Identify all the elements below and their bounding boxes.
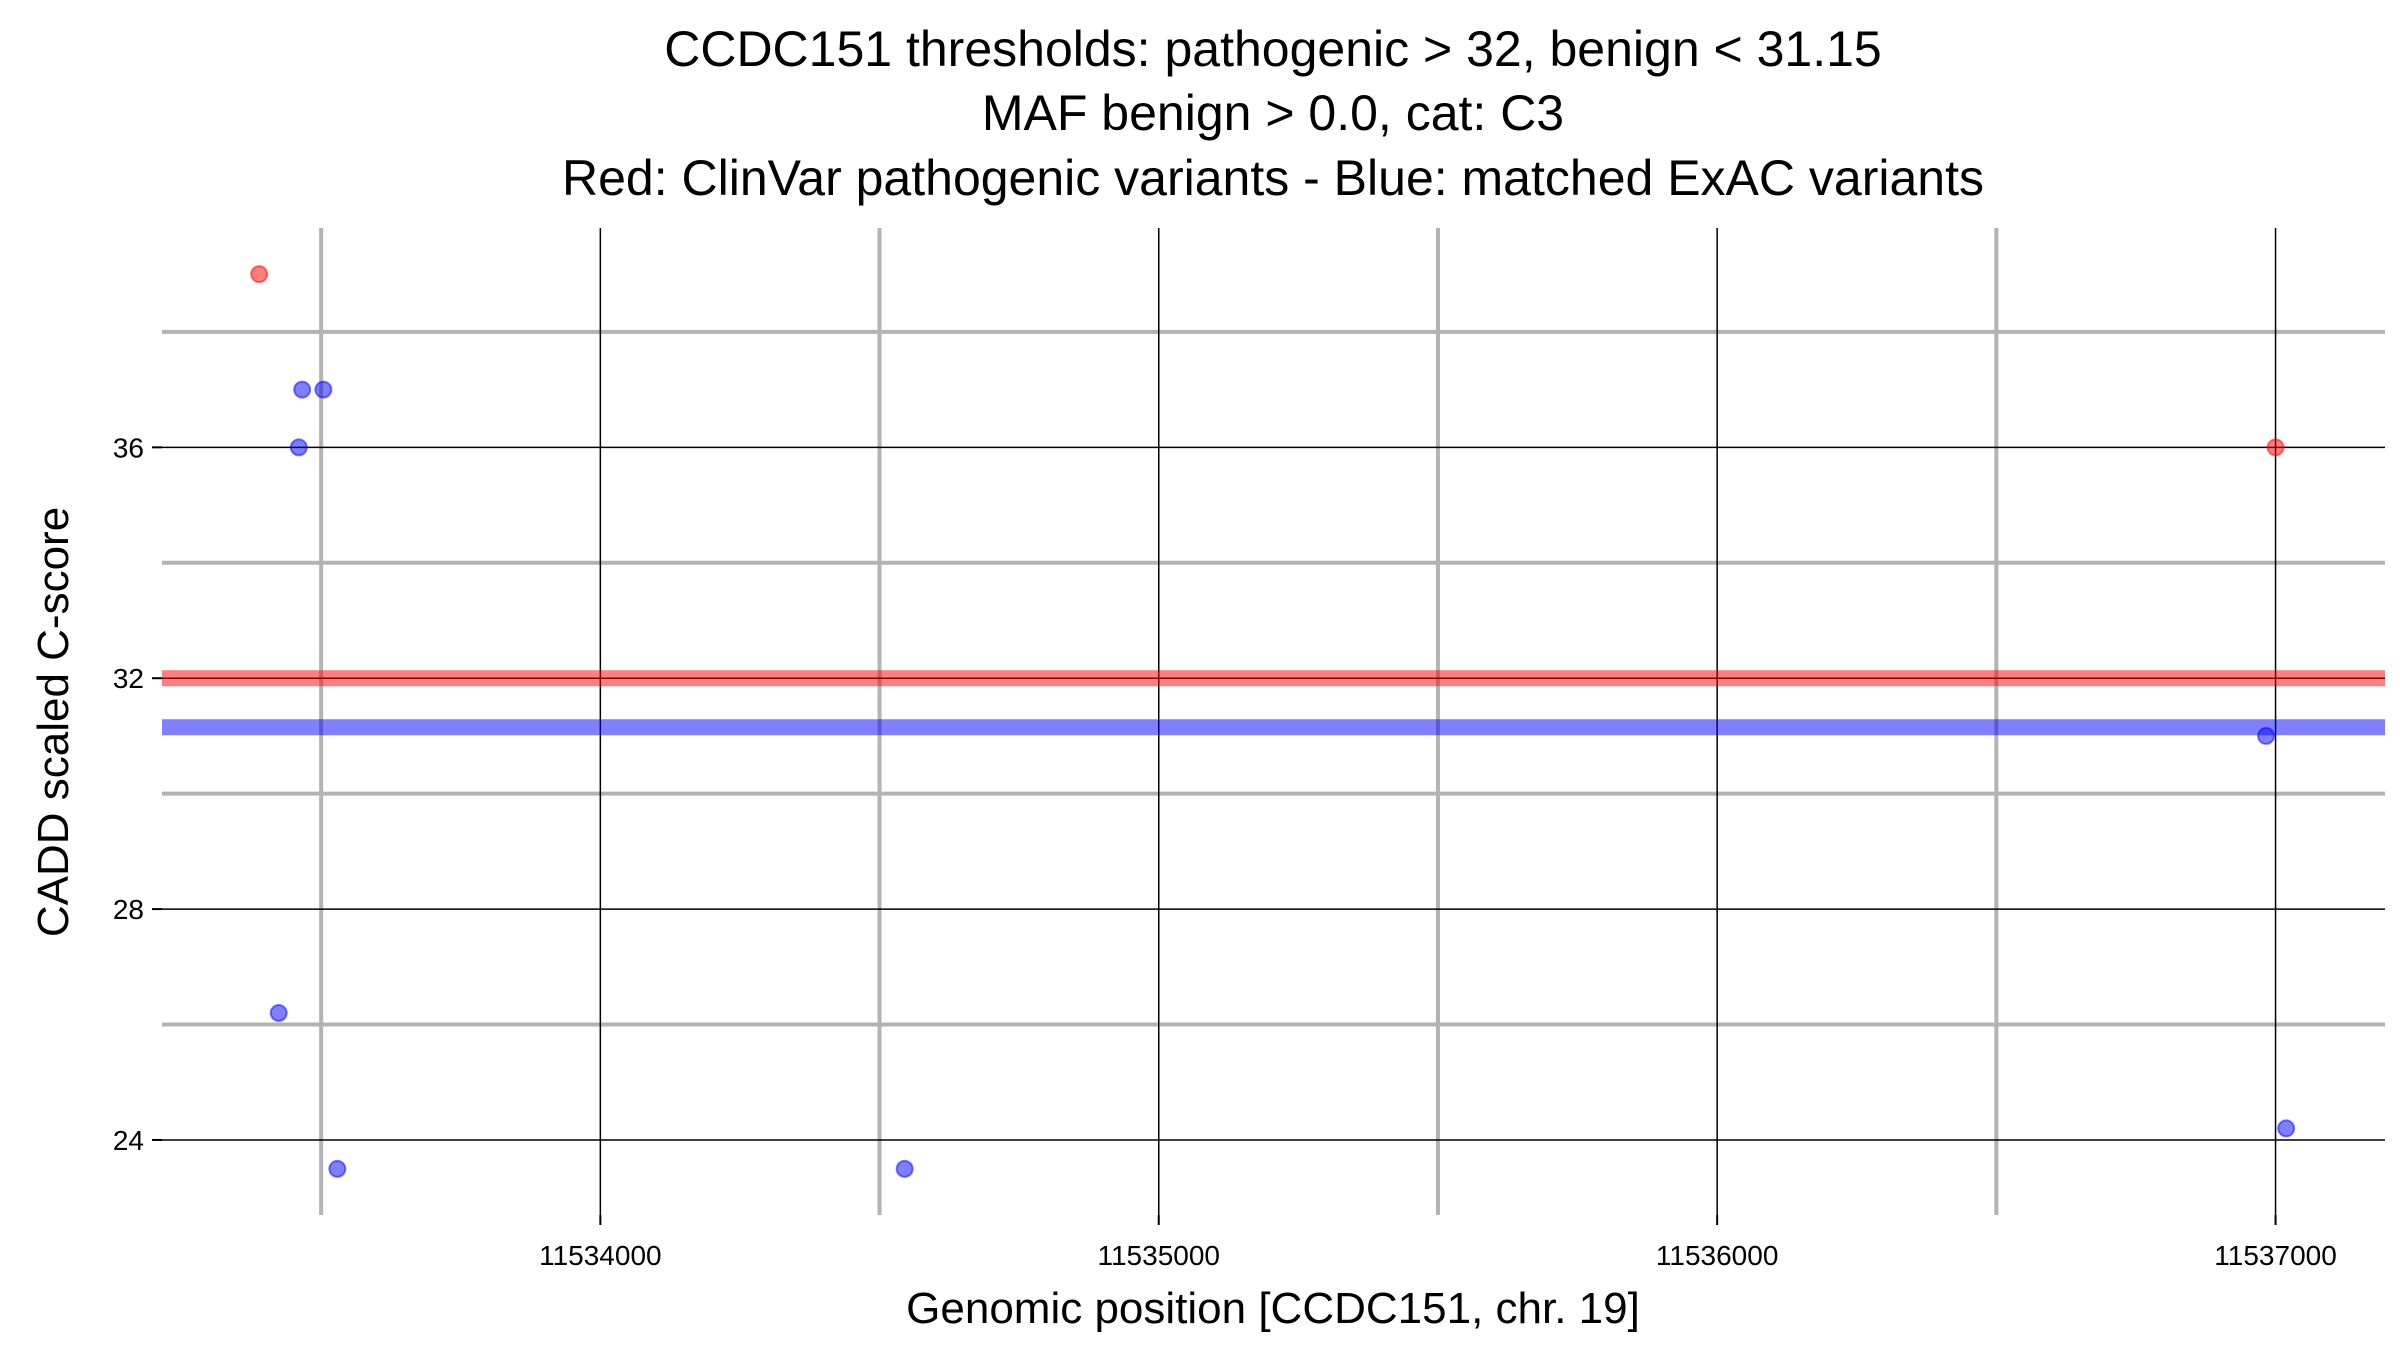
y-tick-label: 28	[113, 894, 144, 925]
y-tick-label: 24	[113, 1125, 144, 1156]
x-tick-label: 11534000	[539, 1240, 662, 1271]
y-tick-label: 32	[113, 663, 144, 694]
chart-title-line-1: CCDC151 thresholds: pathogenic > 32, ben…	[664, 21, 1882, 77]
chart-title-line-2: MAF benign > 0.0, cat: C3	[982, 85, 1564, 141]
chart-title-line-3: Red: ClinVar pathogenic variants - Blue:…	[562, 150, 1984, 206]
data-point	[314, 380, 333, 399]
x-tick-label: 11536000	[1656, 1240, 1779, 1271]
x-axis-label: Genomic position [CCDC151, chr. 19]	[906, 1284, 1640, 1333]
data-point	[2277, 1119, 2296, 1138]
x-tick-label: 11535000	[1097, 1240, 1220, 1271]
data-point	[269, 1003, 288, 1022]
data-point	[293, 380, 312, 399]
data-point	[2257, 726, 2276, 745]
data-point	[328, 1159, 347, 1178]
y-tick-label: 36	[113, 432, 144, 463]
data-points	[250, 265, 2296, 1178]
x-tick-label: 11537000	[2214, 1240, 2337, 1271]
axis-ticks: 11534000 11535000 11536000 11537000 24 28 32 36	[113, 432, 2337, 1271]
grid	[162, 228, 2385, 1215]
y-axis-label: CADD scaled C-score	[29, 507, 78, 937]
data-point	[895, 1159, 914, 1178]
threshold-lines	[162, 670, 2385, 736]
data-point	[2266, 438, 2285, 457]
data-point	[250, 265, 269, 284]
data-point	[289, 438, 308, 457]
